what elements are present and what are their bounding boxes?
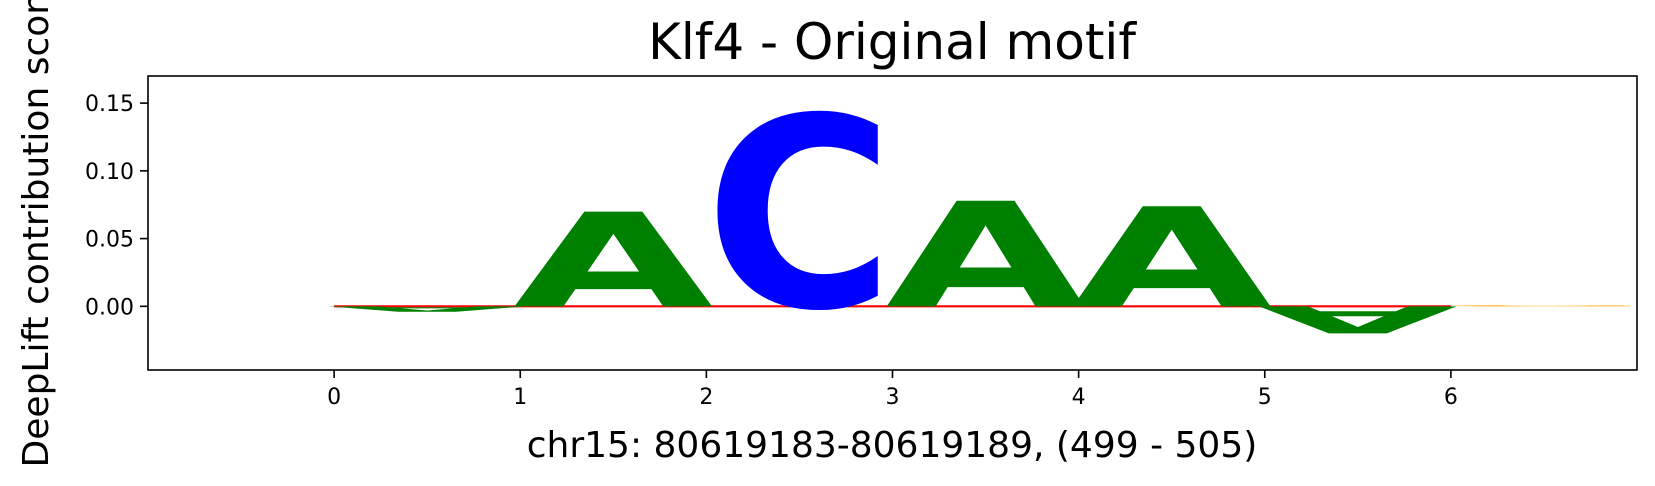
- x-tick-label: 2: [699, 385, 713, 410]
- plot-area: [147, 75, 1638, 371]
- y-tick-label: 0.10: [85, 160, 134, 185]
- x-tick-label: 5: [1258, 385, 1272, 410]
- logo-letter-a: A: [513, 186, 713, 337]
- y-axis-label: DeepLift contribution score: [16, 0, 57, 467]
- x-tick-label: 1: [513, 385, 527, 410]
- logo-letter-a: A: [327, 305, 527, 314]
- x-tick-label: 3: [886, 385, 900, 410]
- logo-letter-a: A: [1258, 297, 1458, 340]
- x-tick-label: 0: [327, 385, 341, 410]
- x-axis-label: chr15: 80619183-80619189, (499 - 505): [527, 425, 1258, 466]
- y-tick-label: 0.00: [85, 295, 134, 320]
- chart-title: Klf4 - Original motif: [648, 13, 1137, 71]
- logo-letter-a: A: [1072, 179, 1272, 339]
- x-tick-label: 4: [1072, 385, 1086, 410]
- logo-letter-g: G: [1438, 305, 1650, 307]
- logo-letter-c: C: [705, 62, 895, 369]
- y-tick-label: 0.05: [85, 228, 134, 253]
- logo-letter-a: A: [886, 173, 1086, 341]
- x-tick-label: 6: [1444, 385, 1458, 410]
- y-tick-label: 0.15: [85, 92, 134, 117]
